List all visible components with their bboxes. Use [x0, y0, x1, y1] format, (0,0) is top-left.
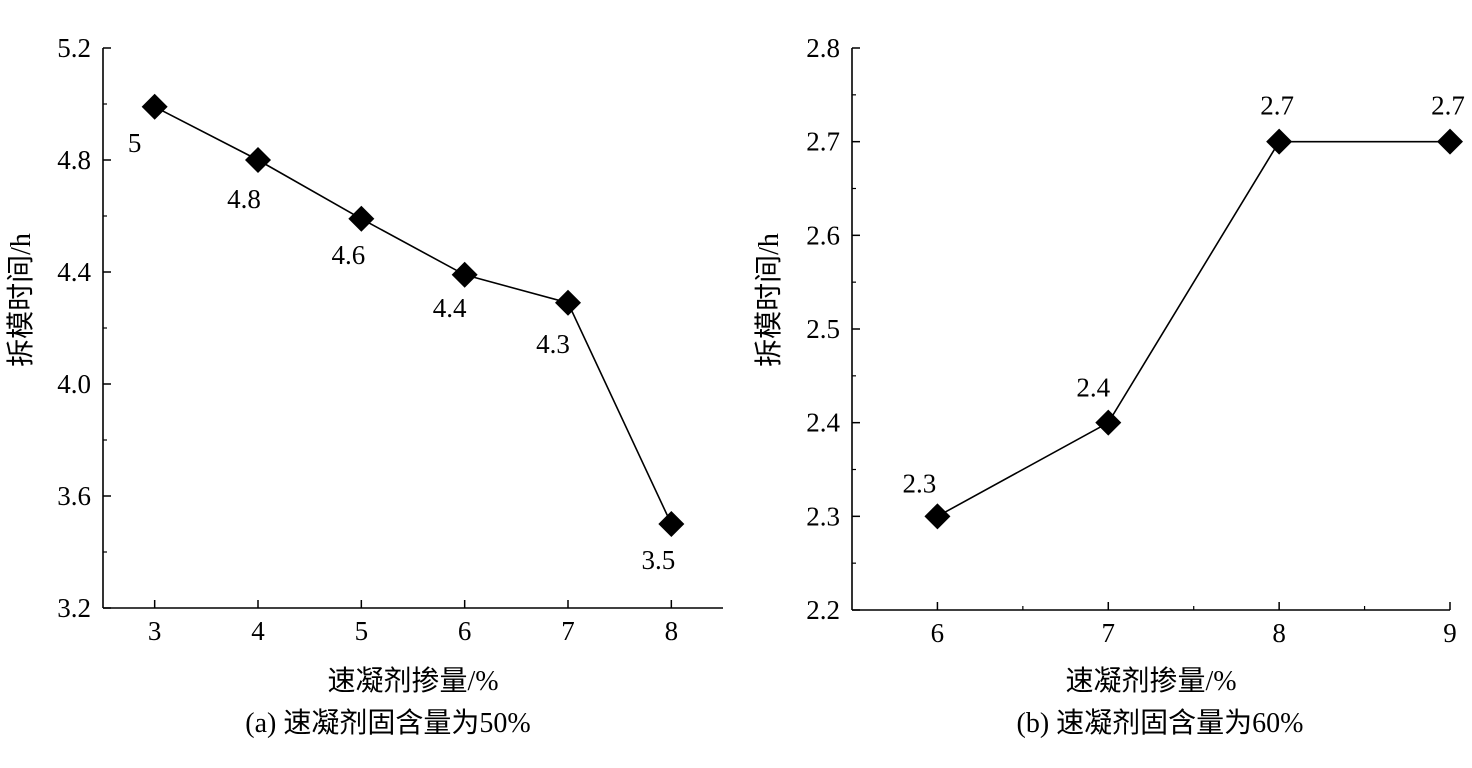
y-tick-label: 2.7 — [806, 127, 840, 157]
y-tick-label: 2.5 — [806, 314, 840, 344]
data-label: 5 — [128, 128, 142, 158]
x-tick-label: 6 — [931, 618, 945, 648]
data-label: 4.8 — [227, 184, 261, 214]
data-label: 4.3 — [536, 329, 570, 359]
x-axis-title: 速凝剂掺量/% — [327, 665, 498, 697]
y-axis-title: 拆模时间/h — [753, 233, 785, 367]
y-tick-label: 2.3 — [806, 501, 840, 531]
chart-panel-b: 2.2 2.3 2.4 2.5 2.6 2.7 2.8 6 7 8 9 2.3 2.4 2.7 2.7 拆模时… — [753, 33, 1465, 739]
y-tick-label: 3.6 — [57, 481, 91, 511]
y-tick-label: 2.6 — [806, 220, 840, 250]
data-point-marker — [658, 511, 685, 537]
x-tick-label: 5 — [355, 616, 369, 646]
y-tick-label: 4.0 — [57, 369, 91, 399]
data-label: 3.5 — [641, 545, 675, 575]
x-tick-label: 3 — [148, 616, 162, 646]
x-tick-label: 7 — [1102, 618, 1116, 648]
panel-caption: (a) 速凝剂固含量为50% — [245, 707, 530, 739]
data-label: 2.3 — [903, 468, 937, 498]
y-tick-label: 2.8 — [806, 33, 840, 63]
data-point-marker — [1266, 128, 1293, 155]
series-line — [937, 140, 1450, 518]
panel-caption: (b) 速凝剂固含量为60% — [1017, 707, 1304, 739]
x-tick-label: 7 — [561, 616, 575, 646]
y-tick-label: 5.2 — [57, 33, 91, 63]
y-tick-label: 3.2 — [57, 593, 91, 623]
series-line — [154, 106, 673, 525]
data-point-marker — [245, 147, 271, 173]
data-label: 2.7 — [1260, 91, 1294, 121]
x-axis-title: 速凝剂掺量/% — [1065, 665, 1236, 697]
y-tick-label: 2.4 — [806, 408, 840, 438]
data-label: 2.7 — [1431, 91, 1465, 121]
x-tick-label: 4 — [251, 616, 265, 646]
y-tick-label: 4.4 — [57, 257, 91, 287]
data-point-marker — [1095, 409, 1122, 436]
x-tick-label: 8 — [665, 616, 679, 646]
x-tick-label: 6 — [458, 616, 472, 646]
y-tick-label: 2.2 — [806, 595, 840, 625]
data-label: 2.4 — [1076, 373, 1110, 403]
x-tick-label: 9 — [1443, 618, 1457, 648]
data-label: 4.6 — [331, 240, 365, 270]
y-axis-title: 拆模时间/h — [5, 233, 37, 367]
data-point-marker — [348, 205, 375, 232]
data-point-marker — [141, 93, 168, 120]
y-tick-label: 4.8 — [57, 145, 91, 175]
x-tick-label: 8 — [1272, 618, 1286, 648]
data-point-marker — [924, 503, 951, 530]
chart-panel-a: 3.2 3.6 4.0 4.4 4.8 5.2 3 4 5 6 7 8 5 4.8 4.6 4.4 4.3 3.5… — [5, 33, 723, 739]
data-point-marker — [451, 261, 478, 288]
data-label: 4.4 — [433, 293, 467, 323]
data-point-marker — [1437, 128, 1463, 155]
data-point-marker — [555, 289, 581, 316]
